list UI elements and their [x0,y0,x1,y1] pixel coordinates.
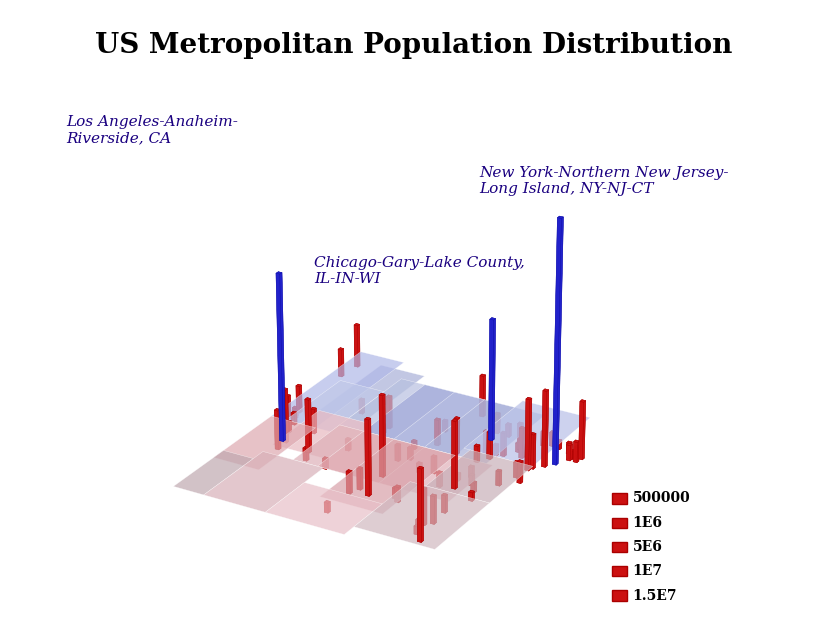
Text: Chicago-Gary-Lake County,
IL-IN-WI: Chicago-Gary-Lake County, IL-IN-WI [314,256,525,286]
Text: 5E6: 5E6 [633,540,662,554]
Text: 1.5E7: 1.5E7 [633,589,677,603]
Text: US Metropolitan Population Distribution: US Metropolitan Population Distribution [95,32,732,59]
Text: 500000: 500000 [633,491,691,505]
Text: New York-Northern New Jersey-
Long Island, NY-NJ-CT: New York-Northern New Jersey- Long Islan… [480,166,729,196]
Text: 1E6: 1E6 [633,516,662,530]
Text: 1E7: 1E7 [633,564,662,578]
Text: Los Angeles-Anaheim-
Riverside, CA: Los Angeles-Anaheim- Riverside, CA [66,115,238,145]
